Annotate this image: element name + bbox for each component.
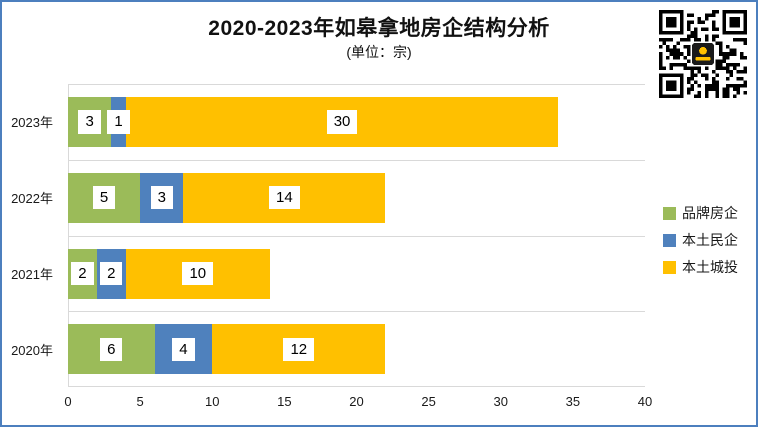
bar-segment: 3 — [68, 97, 112, 147]
bar-segment: 4 — [154, 324, 213, 375]
bar-value-label: 3 — [78, 110, 101, 134]
bar-segment: 3 — [140, 172, 184, 223]
bar-row: 5 3 14 — [68, 172, 645, 223]
legend-swatch-icon — [663, 260, 676, 274]
x-axis-label: 0 — [64, 394, 72, 409]
gridline — [68, 84, 645, 85]
qr-code-icon — [659, 10, 747, 98]
bar-value-label: 1 — [107, 110, 130, 134]
gridline — [68, 159, 645, 161]
x-axis-label: 35 — [565, 394, 581, 409]
gridline — [68, 311, 645, 313]
chart-subtitle: (单位：宗) — [346, 44, 412, 60]
legend-swatch-icon — [663, 206, 676, 220]
bar-value-label: 4 — [172, 337, 195, 361]
bar-value-label: 10 — [182, 261, 214, 286]
x-axis-label: 25 — [421, 394, 436, 409]
legend-label: 本土民企 — [682, 232, 738, 248]
bar-segment: 30 — [125, 97, 559, 147]
bar-value-label: 12 — [283, 337, 315, 361]
gridline — [68, 235, 645, 237]
y-axis: 2023年 2022年 2021年 2020年 — [2, 84, 60, 387]
bar-segment: 10 — [125, 248, 270, 299]
x-axis-label: 15 — [277, 394, 292, 409]
bar-row: 2 2 10 — [68, 248, 645, 299]
bar-segment: 6 — [68, 324, 155, 375]
bar-segment: 2 — [68, 248, 97, 299]
x-axis-label: 10 — [205, 394, 220, 409]
bar-segment: 14 — [183, 172, 386, 223]
x-axis-label: 5 — [136, 394, 144, 409]
plot-area: 3 1 30 5 3 14 2 2 10 6 4 12 — [68, 84, 645, 387]
bar-value-label: 30 — [326, 110, 358, 134]
legend: 品牌房企本土民企本土城投 — [663, 203, 738, 284]
x-axis: 0 5 10 15 20 25 30 35 40 — [64, 394, 652, 410]
legend-item: 本土民企 — [663, 230, 738, 250]
x-axis-label: 20 — [349, 394, 364, 409]
bar-value-label: 14 — [269, 186, 300, 210]
bar-value-label: 3 — [150, 186, 173, 210]
bar-value-label: 2 — [100, 261, 123, 286]
x-axis-line — [68, 386, 645, 387]
legend-label: 本土城投 — [682, 259, 738, 275]
y-axis-label: 2022年 — [11, 191, 53, 207]
legend-item: 品牌房企 — [663, 203, 738, 223]
bar-value-label: 6 — [100, 337, 123, 361]
chart-title: 2020-2023年如皋拿地房企结构分析 — [208, 17, 550, 40]
y-axis-label: 2020年 — [11, 342, 53, 358]
legend-swatch-icon — [663, 233, 676, 247]
bar-segment: 12 — [212, 324, 386, 375]
bar-segment: 1 — [107, 97, 130, 147]
legend-item: 本土城投 — [663, 257, 738, 277]
bar-row: 3 1 30 — [68, 97, 645, 147]
bar-value-label: 5 — [92, 186, 116, 210]
bar-row: 6 4 12 — [68, 324, 645, 375]
bar-value-label: 2 — [71, 261, 94, 286]
y-axis-label: 2023年 — [11, 115, 53, 131]
bar-segment: 5 — [68, 172, 141, 223]
x-axis-label: 30 — [493, 394, 508, 409]
x-axis-label: 40 — [637, 394, 653, 409]
legend-label: 品牌房企 — [682, 205, 738, 221]
bar-segment: 2 — [96, 248, 126, 299]
y-axis-label: 2021年 — [11, 266, 53, 282]
y-axis-line — [68, 84, 69, 387]
